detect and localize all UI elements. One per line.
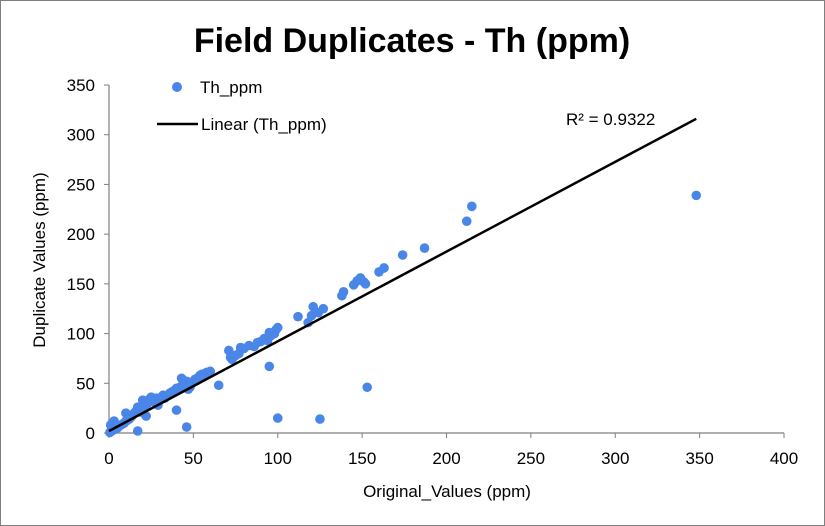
data-point (181, 422, 192, 432)
y-tick-label: 0 (86, 424, 95, 443)
y-tick-label: 300 (67, 126, 95, 145)
data-point (171, 405, 182, 415)
y-tick-label: 100 (67, 325, 95, 344)
r-squared-annotation: R² = 0.9322 (566, 110, 655, 129)
y-tick-label: 50 (76, 374, 95, 393)
legend-label-th-ppm: Th_ppm (200, 78, 262, 97)
legend: Th_ppm Linear (Th_ppm) (157, 78, 327, 134)
y-tick-label: 350 (67, 76, 95, 95)
y-tick-label: 200 (67, 225, 95, 244)
tick-labels-layer: 0 50 100 150 200 250 300 350 400 0 50 100 150 200 250 3… (67, 76, 799, 468)
data-point (272, 322, 283, 333)
y-tick-label: 250 (67, 175, 95, 194)
y-tick-label: 150 (67, 275, 95, 294)
data-point (205, 366, 216, 377)
linear-trendline (108, 117, 697, 433)
y-axis-title: Duplicate Values (ppm) (30, 172, 49, 347)
data-point (318, 303, 329, 314)
x-tick-label: 250 (517, 449, 545, 468)
legend-label-linear: Linear (Th_ppm) (201, 115, 327, 134)
x-tick-label: 200 (432, 449, 460, 468)
x-tick-label: 100 (264, 449, 292, 468)
data-point (397, 250, 408, 260)
x-tick-label: 300 (601, 449, 629, 468)
chart-title: Field Duplicates - Th (ppm) (194, 22, 630, 60)
data-point (272, 413, 283, 423)
data-point (315, 414, 325, 424)
data-point (132, 426, 143, 436)
x-tick-label: 50 (184, 449, 203, 468)
data-point (691, 190, 702, 201)
data-point (338, 287, 349, 297)
data-point (293, 311, 303, 322)
data-layer (105, 117, 702, 438)
data-point (419, 243, 430, 253)
x-tick-label: 150 (348, 449, 376, 468)
data-point (213, 380, 224, 391)
data-point (379, 263, 389, 273)
x-axis-title: Original_Values (ppm) (363, 482, 531, 501)
legend-marker-th-ppm (172, 82, 182, 92)
data-point (360, 279, 371, 289)
data-point (461, 216, 472, 227)
data-point (467, 201, 477, 212)
data-point (362, 382, 372, 393)
x-tick-label: 400 (770, 449, 798, 468)
data-point (264, 361, 275, 372)
x-tick-label: 350 (685, 449, 713, 468)
axes-layer (104, 84, 785, 438)
x-tick-label: 0 (104, 449, 113, 468)
